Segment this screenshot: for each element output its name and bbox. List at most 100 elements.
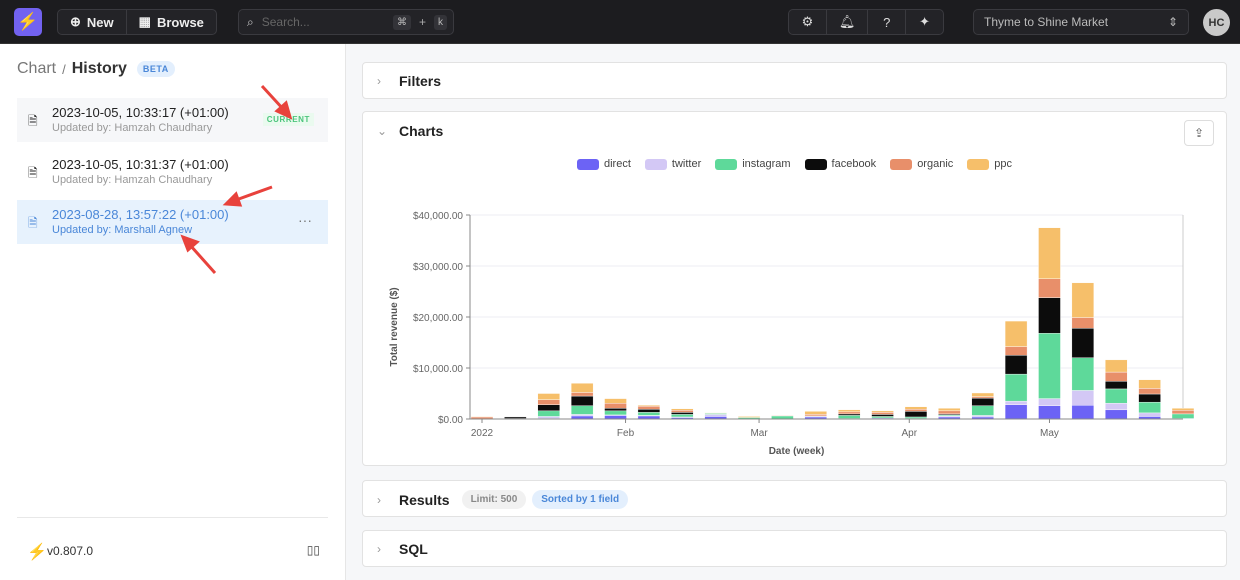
chevron-down-icon[interactable]: ⌄	[377, 124, 388, 138]
chevron-right-icon: ›	[377, 74, 381, 88]
bar-segment-twitter	[1138, 412, 1161, 417]
legend-item-ppc[interactable]: ppc	[967, 158, 1012, 170]
top-bar: ⚡ ⊕ New ▦ Browse ⌕ Search... ⌘ + k ⚙ 🔔︎ ? …	[0, 0, 1240, 44]
bar-segment-ppc	[704, 412, 727, 414]
page-title: History	[71, 60, 127, 77]
legend-label: facebook	[831, 158, 877, 170]
history-item-selected[interactable]: 🗎 2023-08-28, 13:57:22 (+01:00) Updated …	[17, 200, 328, 244]
limit-badge[interactable]: Limit: 500	[461, 490, 527, 509]
bar-segment-organic	[804, 414, 828, 417]
bar-segment-organic	[837, 411, 861, 415]
legend-item-facebook[interactable]: facebook	[804, 158, 877, 170]
crumb-separator: /	[62, 61, 66, 77]
bar-segment-ppc	[1071, 282, 1095, 318]
bar-segment-direct	[1071, 405, 1095, 420]
bar-segment-instagram	[971, 405, 994, 416]
legend-swatch	[715, 158, 738, 170]
bar-segment-instagram	[537, 410, 560, 417]
legend-item-organic[interactable]: organic	[890, 158, 953, 170]
history-item[interactable]: 🗎 2023-10-05, 10:33:17 (+01:00) Updated …	[17, 98, 328, 142]
history-item[interactable]: 🗎 2023-10-05, 10:31:37 (+01:00) Updated …	[17, 150, 328, 194]
icon-group: ⚙ 🔔︎ ? ✦	[788, 9, 944, 35]
more-options-button[interactable]: ···	[298, 212, 312, 228]
chevron-right-icon: ›	[377, 542, 381, 556]
history-user: Updated by: Hamzah Chaudhary	[52, 174, 213, 186]
workspace-select[interactable]: Thyme to Shine Market ⇕	[973, 9, 1189, 35]
bell-icon[interactable]: 🔔︎	[827, 10, 869, 34]
bar-segment-ppc	[904, 406, 928, 410]
bar-segment-ppc	[837, 409, 861, 413]
legend-swatch	[644, 158, 667, 170]
legend-swatch	[576, 158, 599, 170]
bar-segment-instagram	[671, 414, 694, 418]
y-tick-label: $40,000.00	[413, 211, 463, 222]
results-panel[interactable]: › Results Limit: 500 Sorted by 1 field	[362, 480, 1227, 517]
browse-button[interactable]: ▦ Browse	[127, 10, 216, 34]
x-tick-label: Apr	[901, 428, 917, 439]
docs-book-icon[interactable]: ▯▯	[306, 543, 320, 557]
chevron-right-icon: ›	[377, 492, 381, 507]
bar-segment-instagram	[1004, 373, 1028, 402]
legend-item-direct[interactable]: direct	[576, 158, 631, 170]
bar-segment-twitter	[1071, 390, 1095, 406]
bar-segment-organic	[771, 415, 794, 417]
bar-segment-ppc	[1171, 408, 1195, 411]
bar-segment-twitter	[570, 414, 594, 417]
kbd-cmd: ⌘	[392, 14, 411, 30]
bar-segment-facebook	[904, 411, 928, 418]
legend-swatch	[967, 158, 990, 170]
bar-segment-organic	[1171, 410, 1195, 415]
bar-segment-facebook	[671, 412, 694, 415]
bar-segment-organic	[537, 399, 560, 405]
avatar[interactable]: HC	[1203, 9, 1230, 36]
help-icon[interactable]: ?	[868, 10, 907, 34]
current-badge: CURRENT	[262, 113, 314, 126]
bar-segment-facebook	[871, 414, 894, 417]
search-icon: ⌕	[247, 14, 254, 29]
crumb-chart[interactable]: Chart	[17, 60, 57, 77]
sql-panel[interactable]: › SQL	[362, 530, 1227, 567]
bar-segment-ppc	[804, 411, 828, 415]
legend-swatch	[804, 158, 827, 170]
beta-badge: BETA	[136, 61, 175, 77]
logo-bolt-icon[interactable]: ⚡	[14, 8, 42, 36]
history-time: 2023-10-05, 10:31:37 (+01:00)	[52, 157, 229, 172]
sidebar-footer: ⚡ v0.807.0 ▯▯	[17, 517, 328, 577]
export-share-icon[interactable]: ⇪	[1184, 120, 1214, 146]
bar-segment-direct	[1105, 409, 1128, 420]
bar-segment-instagram	[1105, 388, 1128, 404]
bar-segment-facebook	[637, 409, 661, 413]
bar-segment-ppc	[570, 383, 594, 393]
history-user: Updated by: Hamzah Chaudhary	[52, 122, 213, 134]
new-button[interactable]: ⊕ New	[58, 10, 127, 34]
sparkle-icon[interactable]: ✦	[919, 14, 931, 29]
legend-item-instagram[interactable]: instagram	[715, 158, 791, 170]
bar-segment-ppc	[938, 408, 961, 412]
bar-segment-instagram	[1138, 401, 1161, 414]
bar-segment-instagram	[604, 410, 627, 416]
workspace-name: Thyme to Shine Market	[984, 15, 1109, 29]
legend-label: organic	[917, 158, 954, 170]
search-placeholder: Search...	[261, 15, 310, 29]
settings-gear-icon[interactable]: ⚙	[789, 10, 827, 34]
sorted-badge[interactable]: Sorted by 1 field	[532, 490, 629, 509]
bar-segment-facebook	[837, 413, 861, 416]
bar-segment-organic	[904, 409, 928, 412]
y-tick-label: $30,000.00	[413, 262, 463, 273]
bar-segment-facebook	[1105, 381, 1128, 390]
bar-segment-instagram	[871, 416, 894, 419]
search-input[interactable]: ⌕ Search... ⌘ + k	[238, 9, 454, 35]
bar-segment-ppc	[470, 416, 494, 418]
filters-panel[interactable]: › Filters	[362, 62, 1227, 99]
version-label: v0.807.0	[47, 544, 94, 558]
legend-label: direct	[603, 158, 631, 170]
bar-segment-facebook	[1038, 297, 1061, 334]
bar-segment-twitter	[1004, 400, 1028, 405]
legend-item-twitter[interactable]: twitter	[644, 158, 701, 170]
stacked-bar-chart: $0.00 $10,000.00 $20,000.00 $30,000.00 $40,0…	[389, 211, 1195, 457]
bolt-icon: ⚡	[27, 544, 47, 561]
kbd-plus: +	[418, 15, 426, 29]
bar-segment-organic	[604, 402, 627, 409]
bar-segment-organic	[671, 410, 694, 413]
x-axis-label: Date (week)	[769, 446, 825, 457]
